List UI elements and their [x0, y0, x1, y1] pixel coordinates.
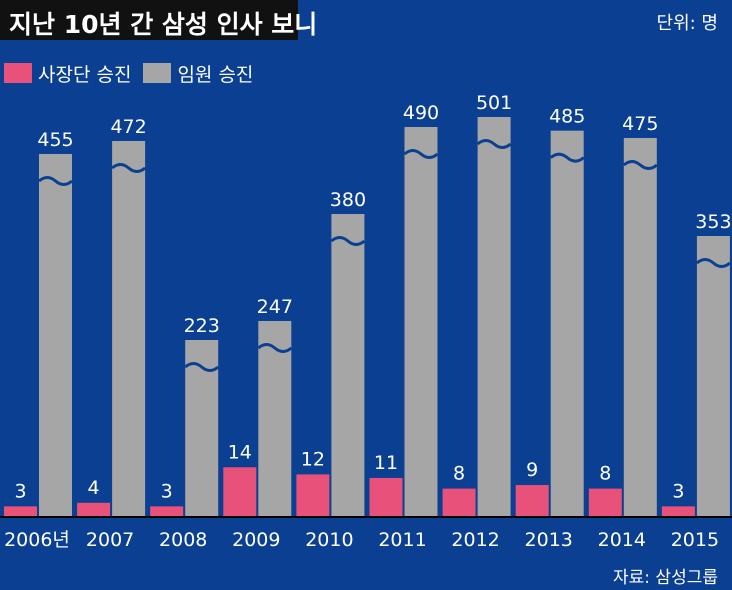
break-mark-1 [111, 163, 147, 173]
label-exec-7: 485 [549, 106, 585, 128]
label-ceo-9: 3 [672, 480, 684, 502]
label-ceo-1: 4 [88, 477, 100, 499]
label-ceo-7: 9 [526, 459, 538, 481]
legend-swatch-exec [143, 63, 172, 83]
break-mark-0 [38, 176, 73, 186]
category-label-2: 2008 [159, 529, 207, 551]
label-ceo-5: 11 [374, 452, 398, 474]
category-label-1: 2007 [86, 529, 134, 551]
bar-ceo-3 [223, 467, 257, 517]
category-label-8: 2014 [598, 529, 646, 551]
bar-exec-1 [112, 141, 146, 517]
break-mark-4 [330, 236, 366, 246]
bar-ceo-5 [369, 477, 403, 517]
category-label-9: 2015 [671, 529, 719, 551]
break-mark-9 [695, 258, 731, 268]
unit-label: 단위: 명 [656, 13, 718, 34]
bar-ceo-4 [296, 474, 330, 517]
legend-label-exec: 임원 승진 [177, 63, 254, 86]
category-label-6: 2012 [451, 529, 499, 551]
label-exec-8: 475 [622, 113, 658, 135]
label-exec-1: 472 [110, 116, 146, 138]
bar-ceo-8 [588, 488, 622, 517]
title-bar: 지난 10년 간 삼성 인사 보니 [0, 0, 317, 40]
bar-exec-0 [39, 154, 72, 517]
source-label: 자료: 삼성그룹 [613, 568, 718, 588]
bar-ceo-7 [515, 485, 549, 517]
category-label-0: 2006년 [4, 529, 70, 551]
bar-exec-8 [623, 138, 657, 517]
label-exec-2: 223 [184, 315, 220, 337]
label-exec-3: 247 [257, 296, 293, 318]
legend-swatch-ceo [4, 63, 32, 83]
bar-ceo-1 [77, 502, 111, 517]
label-exec-9: 353 [695, 211, 731, 233]
bar-exec-3 [258, 321, 292, 517]
label-ceo-6: 8 [453, 463, 465, 485]
category-label-3: 2009 [232, 529, 280, 551]
break-mark-3 [257, 343, 293, 353]
bar-exec-7 [550, 130, 584, 517]
category-label-4: 2010 [305, 529, 353, 551]
category-label-5: 2011 [378, 529, 426, 551]
label-ceo-8: 8 [599, 463, 611, 485]
category-label-7: 2013 [525, 529, 573, 551]
label-ceo-3: 14 [228, 441, 252, 463]
legend: 사장단 승진 임원 승진 [4, 60, 265, 86]
bar-exec-6 [477, 117, 511, 517]
break-mark-7 [549, 152, 585, 163]
label-ceo-2: 3 [161, 480, 173, 502]
bar-exec-4 [331, 214, 365, 517]
label-ceo-0: 3 [14, 480, 26, 502]
break-mark-5 [403, 149, 439, 159]
bar-ceo-0 [4, 506, 37, 517]
bar-ceo-2 [150, 506, 184, 517]
bar-exec-9 [696, 236, 730, 517]
label-exec-0: 455 [37, 129, 73, 151]
bar-exec-5 [404, 127, 438, 517]
chart-title: 지난 10년 간 삼성 인사 보니 [9, 10, 318, 39]
bar-ceo-9 [661, 506, 695, 517]
label-exec-5: 490 [403, 102, 439, 124]
bar-ceo-6 [442, 488, 476, 517]
break-mark-2 [184, 362, 220, 372]
label-exec-6: 501 [476, 92, 512, 114]
break-mark-6 [476, 139, 512, 149]
label-ceo-4: 12 [301, 448, 325, 470]
legend-label-ceo: 사장단 승진 [38, 63, 132, 86]
label-exec-4: 380 [330, 189, 366, 211]
break-mark-8 [622, 160, 658, 170]
